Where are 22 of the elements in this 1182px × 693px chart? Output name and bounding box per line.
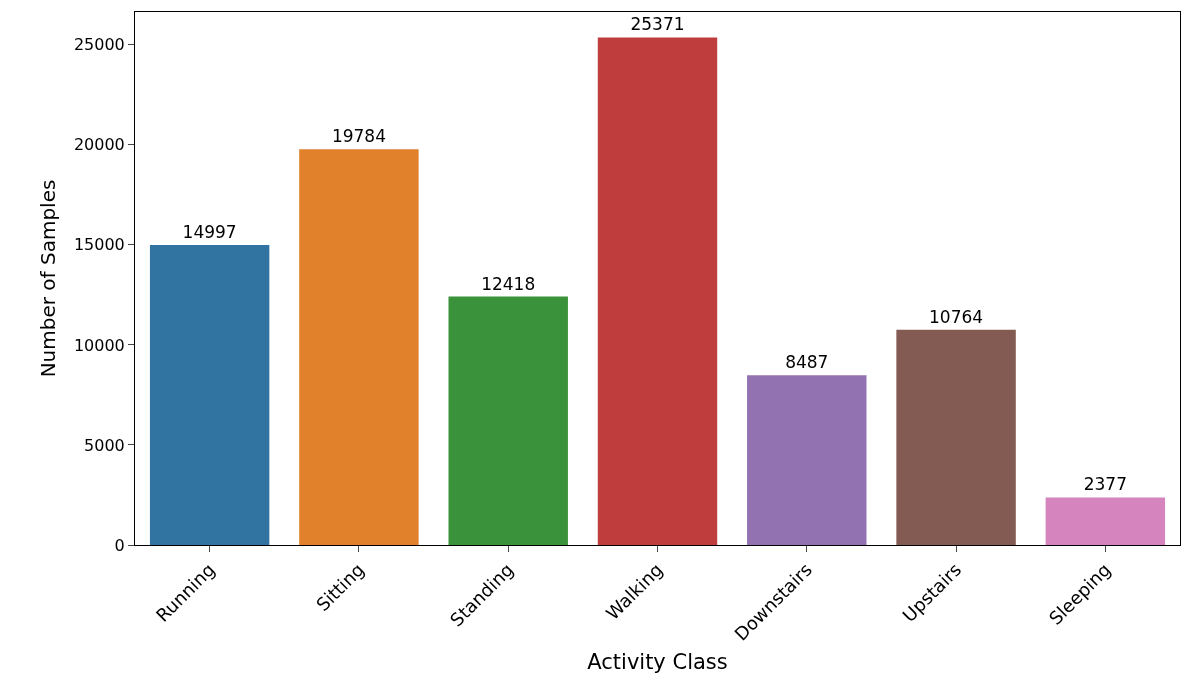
data-label: 25371 (630, 14, 685, 35)
bar (597, 37, 718, 545)
y-tick-label: 5000 (84, 435, 125, 455)
y-tick-label: 15000 (73, 235, 125, 255)
data-label: 19784 (331, 126, 386, 147)
data-label: 14997 (182, 221, 237, 242)
data-label: 8487 (785, 352, 829, 373)
bar (299, 149, 419, 545)
bar (896, 329, 1016, 545)
bar (747, 375, 867, 545)
y-tick-label: 10000 (73, 335, 125, 355)
y-tick-label: 25000 (73, 35, 125, 55)
y-axis-title: Number of Samples (36, 179, 61, 378)
data-label: 12418 (481, 273, 536, 294)
bar (1045, 497, 1166, 545)
bar (149, 244, 270, 545)
bar (448, 296, 568, 545)
x-axis-title: Activity Class (587, 649, 728, 674)
y-tick-label: 0 (114, 535, 125, 555)
data-label: 10764 (929, 306, 984, 327)
y-tick-label: 20000 (73, 135, 125, 155)
data-label: 2377 (1083, 474, 1127, 495)
